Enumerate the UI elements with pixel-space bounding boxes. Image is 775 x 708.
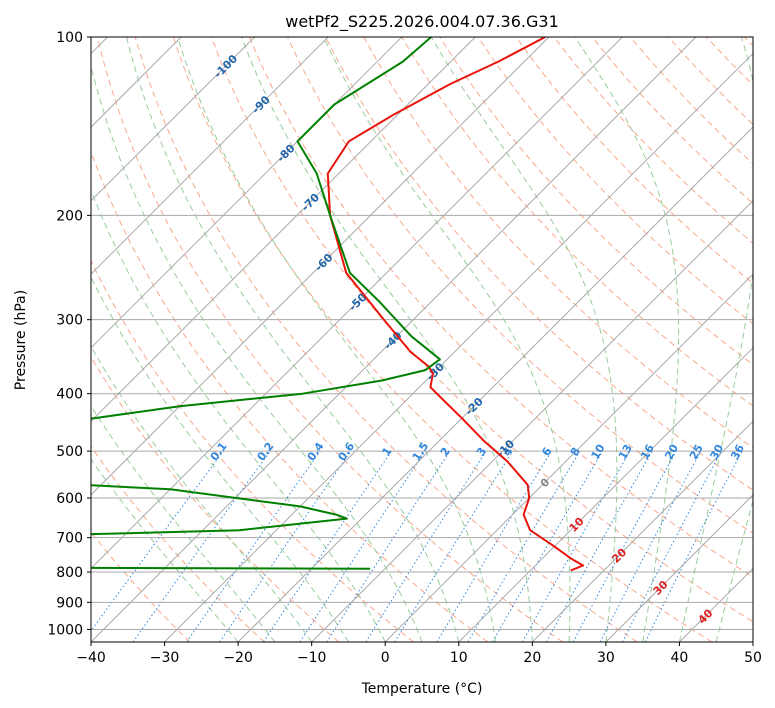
dry-adiabat-line: [515, 37, 753, 284]
y-tick-label: 1000: [47, 622, 83, 638]
chart-title: wetPf2_S225.2026.004.07.36.G31: [285, 12, 559, 32]
dry-adiabat-line: [134, 37, 638, 642]
dry-adiabat-line: [91, 356, 340, 642]
x-tick-label: 30: [597, 650, 615, 666]
y-tick-label: 600: [56, 491, 83, 507]
series-line-temperature: [326, 37, 585, 572]
dry-adiabat-line: [287, 37, 753, 534]
mixing-ratio-line: [299, 450, 426, 642]
isotherm-line: [91, 37, 476, 423]
x-axis-title: Temperature (°C): [361, 681, 483, 697]
mixing-ratio-line: [263, 450, 392, 642]
dry-adiabat-line: [325, 37, 753, 491]
mixing-ratio-lines: [91, 450, 743, 642]
series-line-dewpoint: [91, 37, 441, 570]
moist-adiabat-line: [574, 37, 680, 642]
isotherm-line: [91, 37, 697, 642]
isotherm-line: [91, 37, 256, 202]
isotherm-line: [91, 37, 329, 275]
mixing-ratio-label: 25: [687, 442, 706, 462]
mixing-ratio-line: [132, 450, 271, 642]
x-tick-label: −40: [76, 650, 106, 666]
mixing-ratio-line: [186, 450, 321, 642]
dry-adiabat-line: [210, 37, 753, 623]
moist-adiabat-line: [177, 37, 497, 642]
mixing-ratio-label: 36: [728, 442, 747, 462]
moist-adiabat-line: [430, 37, 618, 642]
mixing-ratio-line: [326, 450, 451, 642]
isotherm-line: [311, 199, 753, 642]
dry-adiabats: [91, 37, 753, 642]
moist-adiabat-line: [91, 64, 423, 642]
axes: −40 −30 −20 −10 0 10 20 30 40 50 100 200 300 400 500 60…: [47, 30, 762, 666]
isotherm-line: [164, 52, 753, 642]
y-tick-label: 800: [56, 565, 83, 581]
moist-adiabats: [91, 37, 753, 642]
moist-adiabat-line: [678, 37, 753, 642]
moist-adiabat-line: [241, 37, 533, 642]
moist-adiabat-line: [715, 498, 753, 642]
pressure-gridlines: [91, 37, 753, 630]
y-tick-label: 100: [56, 30, 83, 46]
moist-adiabat-line: [91, 275, 349, 642]
plot-frame: [90, 36, 754, 643]
isotherm-line: [605, 494, 753, 642]
x-tick-label: 40: [671, 650, 689, 666]
isotherm-line: [384, 273, 753, 642]
isotherms: [91, 37, 753, 642]
x-tick-label: 20: [523, 650, 541, 666]
mixing-ratio-line: [572, 450, 677, 642]
y-tick-label: 500: [56, 444, 83, 460]
isotherm-line: [91, 37, 550, 496]
x-tick-label: 50: [744, 650, 762, 666]
mixing-ratio-line: [522, 450, 631, 642]
y-axis-title: Pressure (hPa): [13, 290, 29, 390]
y-tick-label: 400: [56, 387, 83, 403]
dry-adiabat-line: [172, 37, 713, 642]
mixing-ratio-line: [219, 450, 352, 642]
moist-adiabat-line: [91, 188, 386, 642]
isotherm-line: [91, 37, 623, 570]
x-tick-label: 10: [450, 650, 468, 666]
mixing-ratio-line: [644, 450, 743, 642]
x-tick-label: −10: [297, 650, 327, 666]
y-tick-label: 700: [56, 531, 83, 547]
isotherm-line: [237, 126, 753, 642]
x-tick-label: −30: [150, 650, 180, 666]
y-tick-label: 300: [56, 313, 83, 329]
profile-lines: [91, 37, 585, 572]
isotherm-line: [458, 347, 753, 642]
y-tick-label: 900: [56, 595, 83, 611]
x-tick-label: 0: [381, 650, 390, 666]
dry-adiabat-line: [96, 37, 563, 642]
dry-adiabat-line: [248, 37, 753, 578]
mixing-ratio-line: [91, 450, 224, 632]
moist-adiabat-line: [91, 405, 276, 642]
dry-adiabat-line: [91, 259, 414, 642]
mixing-ratio-line: [394, 450, 514, 642]
isotherm-line: [531, 420, 753, 642]
mixing-ratio-line: [546, 450, 653, 642]
x-tick-label: −20: [223, 650, 253, 666]
moist-adiabat-line: [126, 37, 460, 642]
moist-adiabat-line: [323, 37, 571, 642]
y-tick-label: 200: [56, 208, 83, 224]
